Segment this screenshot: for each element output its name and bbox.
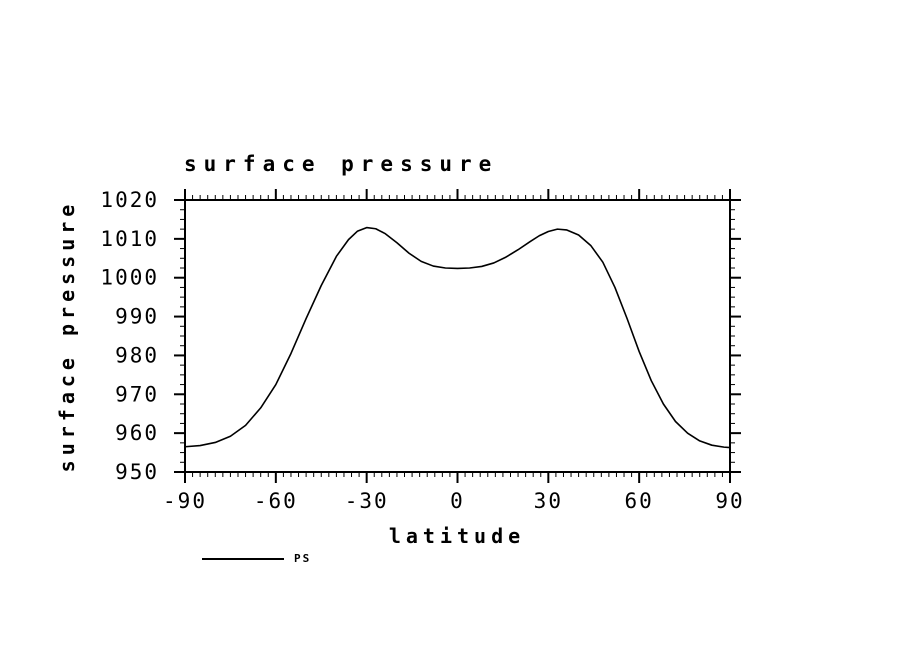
plot-box: [184, 199, 731, 473]
y-tick-label: 990: [115, 305, 159, 329]
x-tick-label: 0: [450, 489, 465, 513]
x-tick-label: 90: [715, 489, 744, 513]
x-tick-label: 30: [534, 489, 563, 513]
x-tick-label: -60: [254, 489, 298, 513]
x-axis-label: latitude: [388, 524, 526, 548]
chart-title: surface pressure: [184, 152, 499, 176]
y-tick-label: 980: [115, 343, 159, 367]
y-tick-label: 960: [115, 421, 159, 445]
x-tick-label: -90: [163, 489, 207, 513]
y-axis-label: surface pressure: [55, 199, 79, 473]
y-tick-label: 970: [115, 382, 159, 406]
legend-line-sample: [202, 557, 284, 560]
series-line-ps: [184, 226, 731, 449]
y-tick-label: 1010: [100, 227, 159, 251]
y-tick-label: 1000: [100, 266, 159, 290]
legend-label: PS: [294, 552, 312, 565]
major-ticks: [174, 189, 741, 483]
x-tick-label: -30: [345, 489, 389, 513]
y-tick-label: 1020: [100, 188, 159, 212]
y-tick-label: 950: [115, 460, 159, 484]
legend: PS: [202, 552, 311, 565]
tick-labels: 950 960 970 980 990 1000 1010 1020 -90 -60 -30 0 30 6…: [100, 188, 744, 513]
minor-ticks: [180, 195, 735, 477]
x-tick-label: 60: [625, 489, 654, 513]
